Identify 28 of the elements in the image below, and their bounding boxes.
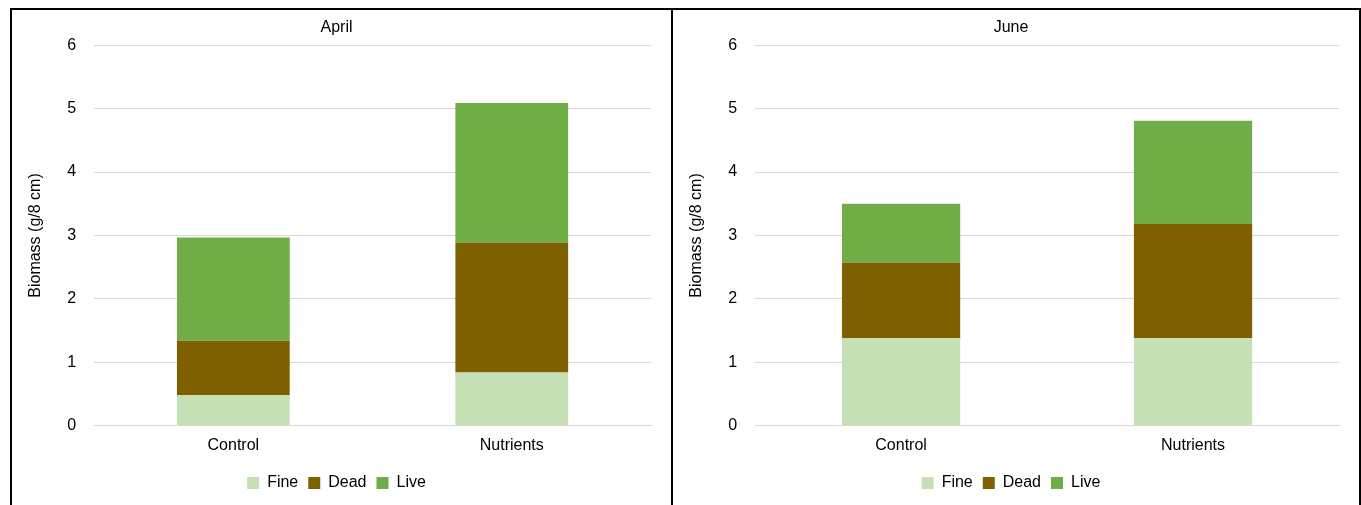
y-tick-label: 3 <box>728 225 738 243</box>
y-tick-label: 6 <box>728 35 738 53</box>
y-axis-title: Biomass (g/8 cm) <box>687 173 705 298</box>
y-tick-label: 0 <box>728 416 738 434</box>
legend-label: Live <box>396 473 426 491</box>
legend-label: Dead <box>1002 473 1042 491</box>
x-tick-label: Nutrients <box>1161 435 1226 453</box>
y-axis-title: Biomass (g/8 cm) <box>26 173 44 298</box>
y-tick-label: 5 <box>67 99 77 117</box>
y-tick-label: 6 <box>67 35 77 53</box>
legend-label: Fine <box>267 473 299 491</box>
y-tick-label: 0 <box>67 416 77 434</box>
y-tick-label: 2 <box>728 289 738 307</box>
y-tick-label: 1 <box>728 352 738 370</box>
legend-label: Live <box>1071 473 1101 491</box>
y-tick-label: 2 <box>67 289 77 307</box>
y-tick-label: 3 <box>67 225 77 243</box>
y-tick-label: 4 <box>67 162 77 180</box>
chart-title: June <box>993 18 1029 36</box>
y-tick-label: 1 <box>67 352 77 370</box>
y-tick-label: 4 <box>728 162 738 180</box>
x-tick-label: Control <box>875 435 927 453</box>
legend-label: Dead <box>328 473 367 491</box>
chart-title: April <box>320 18 353 36</box>
x-tick-label: Nutrients <box>479 435 544 453</box>
legend-label: Fine <box>941 473 973 491</box>
y-tick-label: 5 <box>728 99 738 117</box>
x-tick-label: Control <box>207 435 260 453</box>
